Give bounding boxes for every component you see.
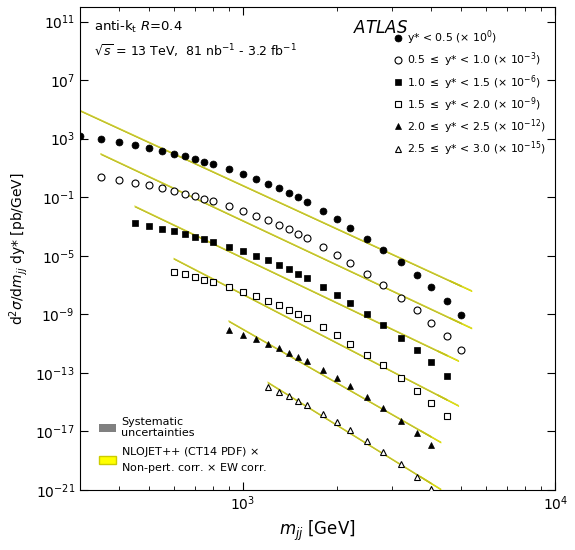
Legend: Systematic
uncertainties, NLOJET++ (CT14 PDF) $\times$
Non-pert. corr. $\times$ : Systematic uncertainties, NLOJET++ (CT14…: [95, 412, 272, 480]
Text: $\it{ATLAS}$: $\it{ATLAS}$: [353, 19, 408, 37]
X-axis label: $m_{jj}$ [GeV]: $m_{jj}$ [GeV]: [279, 519, 356, 543]
Text: anti-k$_\mathrm{t}$ $R$=0.4: anti-k$_\mathrm{t}$ $R$=0.4: [94, 19, 183, 35]
Y-axis label: d$^{2}\sigma$/d$m_{jj}$ dy* [pb/GeV]: d$^{2}\sigma$/d$m_{jj}$ dy* [pb/GeV]: [7, 172, 30, 324]
Text: $\sqrt{s}$ = 13 TeV,  81 nb$^{-1}$ - 3.2 fb$^{-1}$: $\sqrt{s}$ = 13 TeV, 81 nb$^{-1}$ - 3.2 …: [94, 43, 297, 60]
